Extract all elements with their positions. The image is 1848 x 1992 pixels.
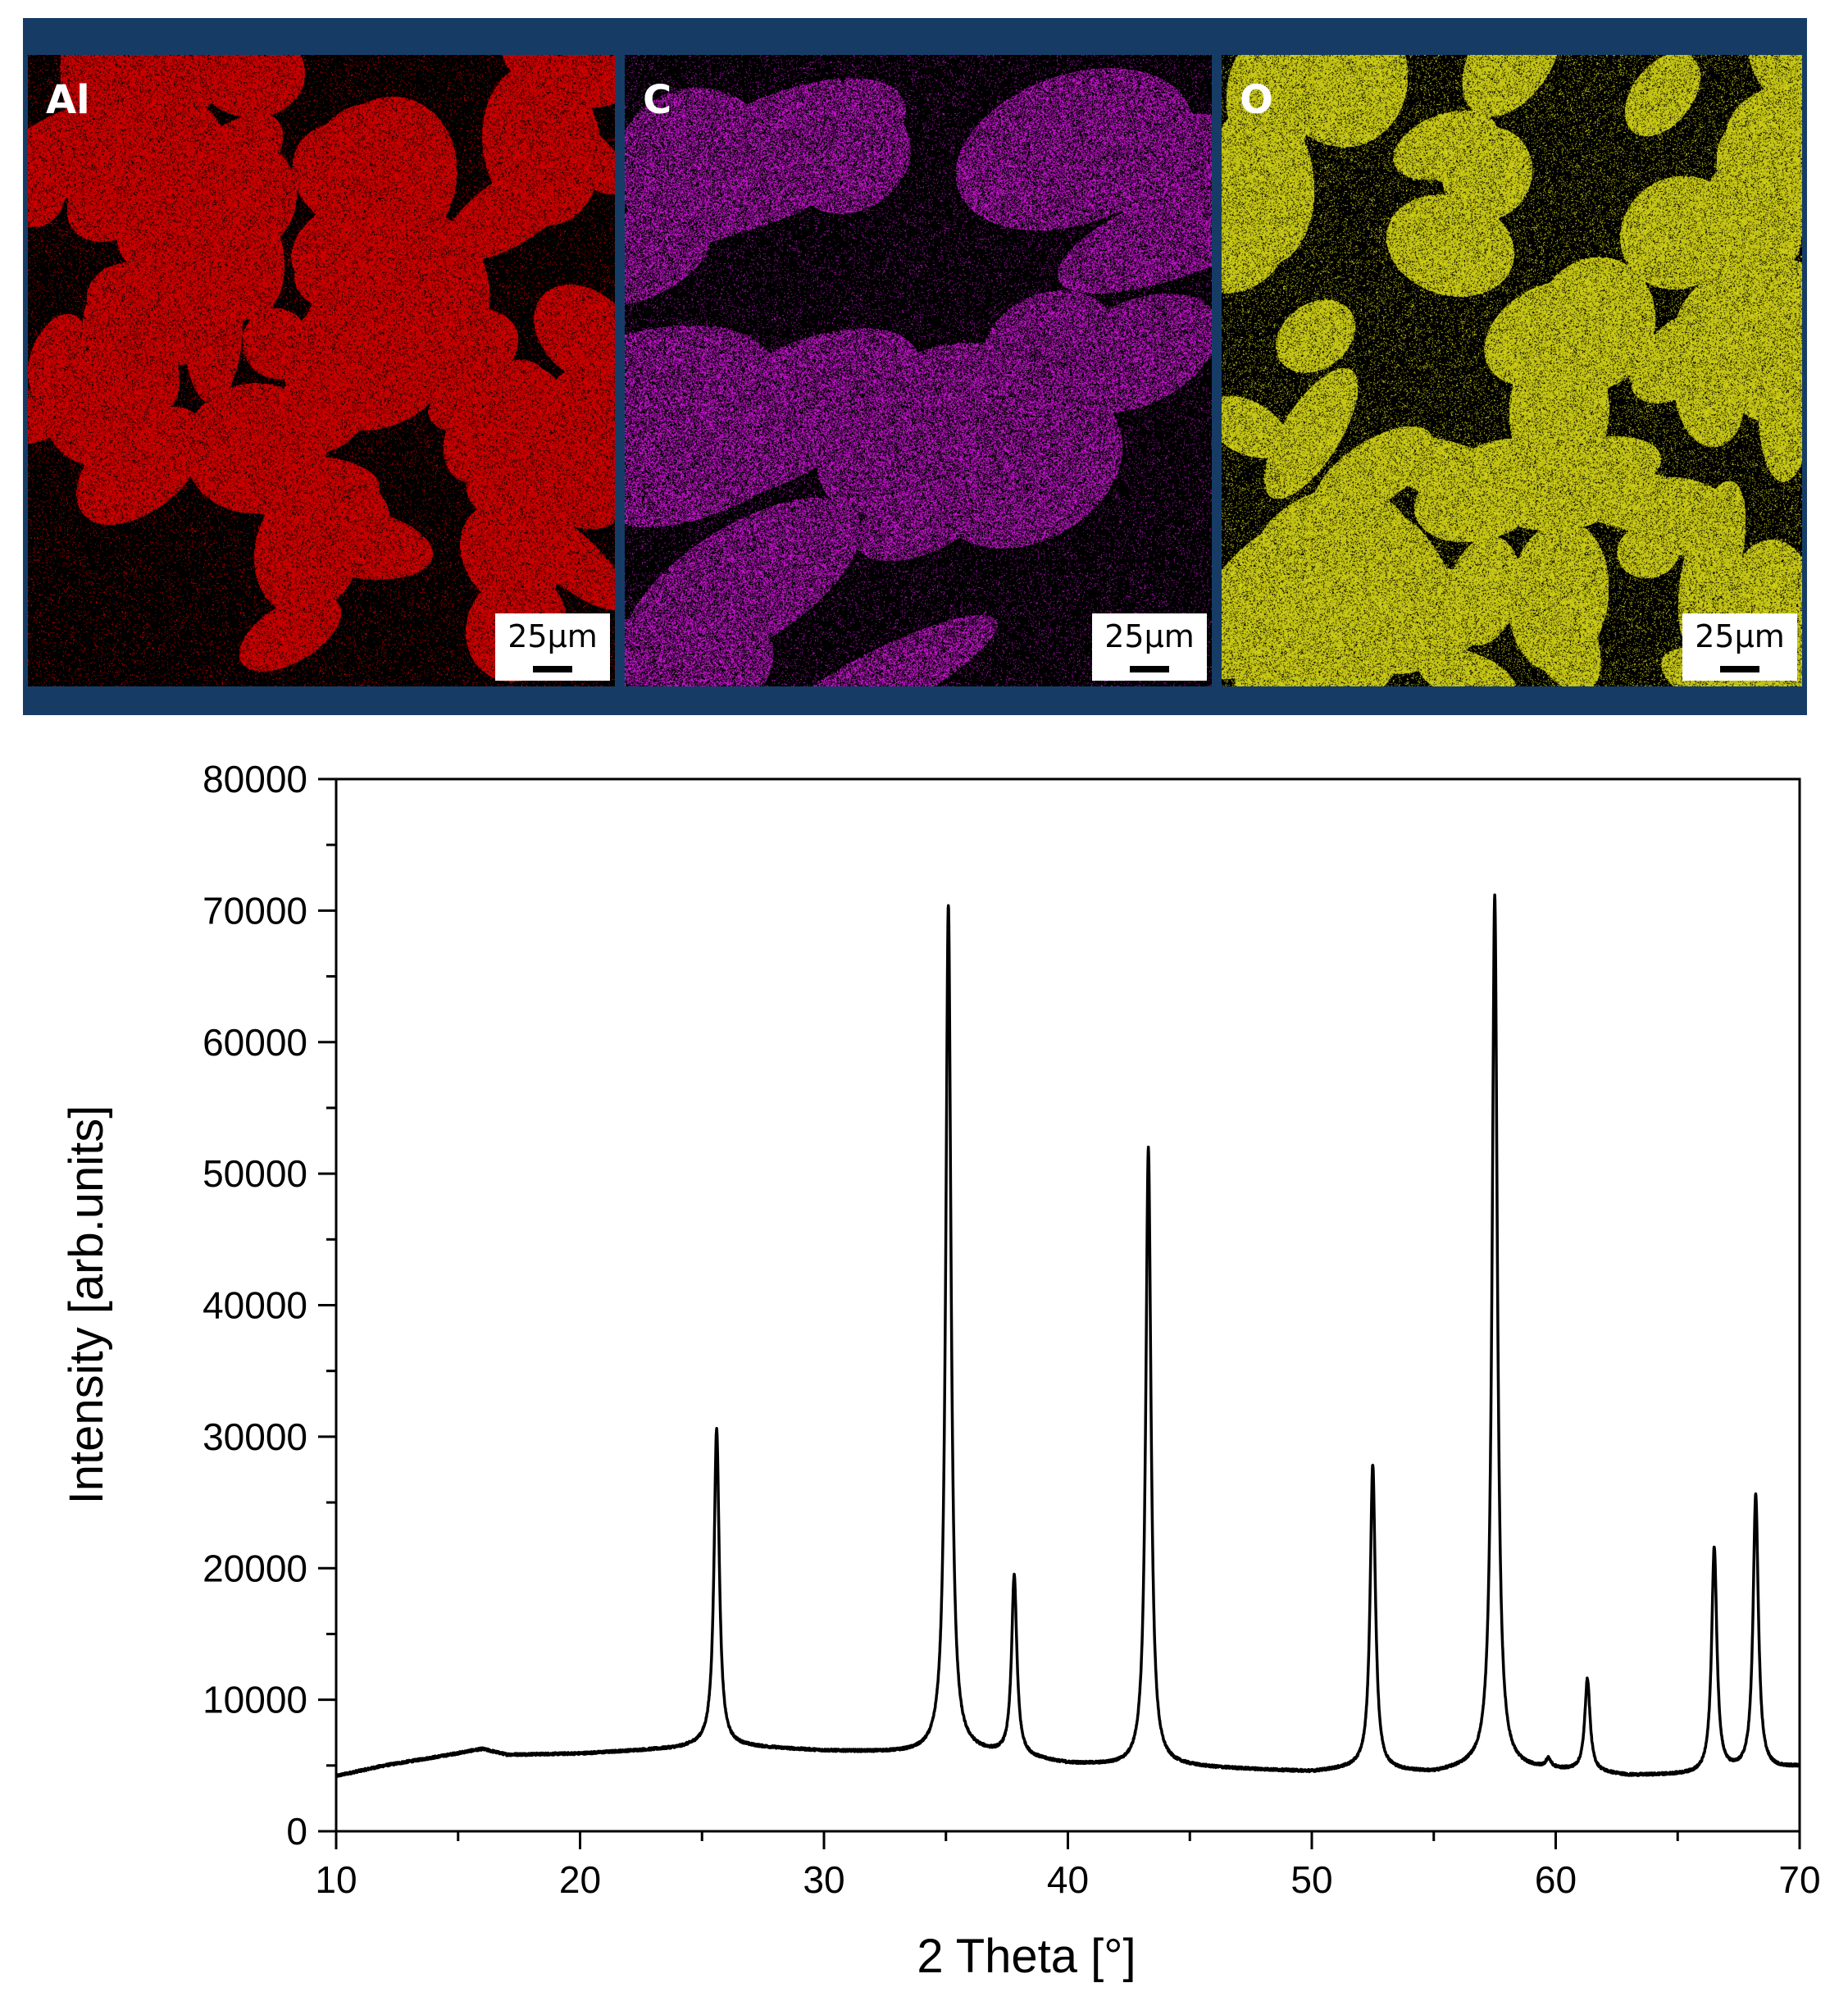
x-tick-label: 60: [1535, 1858, 1577, 1901]
element-label: O: [1240, 77, 1273, 123]
scale-bar-line: [1130, 666, 1169, 672]
scale-bar: 25μm: [1682, 613, 1797, 681]
y-tick-label: 60000: [203, 1021, 307, 1064]
eds-map-o-image: [1222, 55, 1802, 686]
eds-map-al-panel: Al 25μm: [23, 18, 620, 715]
y-tick-label: 0: [286, 1810, 307, 1853]
scale-bar-label: 25μm: [1695, 618, 1785, 654]
y-tick-label: 40000: [203, 1284, 307, 1327]
eds-map-c-image: [625, 55, 1212, 686]
x-tick-label: 30: [803, 1858, 844, 1901]
y-tick-label: 80000: [203, 758, 307, 800]
scale-bar: 25μm: [495, 613, 610, 681]
scale-bar-line: [533, 666, 572, 672]
xrd-chart: 10 20 30 40 50 60 70 0 10000 20000 30000 40000 50000…: [60, 758, 1821, 1983]
x-tick-label: 40: [1047, 1858, 1089, 1901]
plot-frame: [335, 777, 1801, 1833]
y-tick-label: 50000: [203, 1152, 307, 1195]
y-tick-label: 20000: [203, 1547, 307, 1589]
x-tick-label: 50: [1290, 1858, 1332, 1901]
eds-map-c-panel: C 25μm: [620, 18, 1217, 715]
x-tick-label: 10: [315, 1858, 357, 1901]
y-tick-label: 10000: [203, 1679, 307, 1721]
eds-map-o-panel: O 25μm: [1217, 18, 1807, 715]
scale-bar-label: 25μm: [1104, 618, 1195, 654]
scale-bar-line: [1720, 666, 1759, 672]
y-axis-title: Intensity [arb.units]: [60, 1105, 113, 1505]
element-label: C: [643, 77, 672, 123]
eds-map-al-image: [28, 55, 615, 686]
scale-bar-label: 25μm: [508, 618, 598, 654]
x-axis-title: 2 Theta [°]: [917, 1930, 1136, 1983]
scale-bar: 25μm: [1092, 613, 1207, 681]
y-tick-label: 30000: [203, 1415, 307, 1458]
series-line-xrd: [335, 893, 1801, 1778]
x-tick-label: 20: [559, 1858, 601, 1901]
tick-layer: 10 20 30 40 50 60 70 0 10000 20000 30000 40000 50000…: [203, 758, 1821, 1901]
element-label: Al: [46, 77, 90, 123]
x-tick-label: 70: [1778, 1858, 1820, 1901]
y-tick-label: 70000: [203, 889, 307, 932]
